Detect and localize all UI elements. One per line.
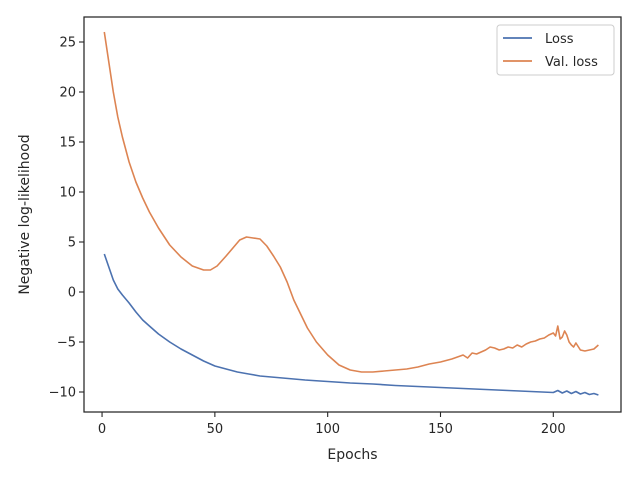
y-tick-label: 25	[59, 36, 76, 51]
y-tick-label: 0	[68, 286, 76, 301]
legend-label-loss: Loss	[545, 32, 574, 47]
y-axis-ticks: −10 −5 0 5 10 15 20 25	[49, 36, 84, 401]
legend-label-val-loss: Val. loss	[545, 55, 598, 70]
y-tick-label: 15	[59, 136, 76, 151]
legend: Loss Val. loss	[496, 24, 615, 76]
x-axis-ticks: 0 50 100 150 200	[98, 412, 566, 437]
y-tick-label: 5	[68, 236, 76, 251]
plot-frame	[83, 16, 622, 413]
plot-lines	[103, 31, 599, 396]
y-tick-label: −10	[49, 386, 76, 401]
x-tick-label: 50	[207, 422, 224, 437]
x-tick-label: 200	[541, 422, 566, 437]
x-tick-label: 100	[315, 422, 340, 437]
x-tick-label: 150	[428, 422, 453, 437]
y-axis-label: Negative log-likelihood	[17, 134, 33, 294]
x-tick-label: 0	[98, 422, 106, 437]
y-tick-label: 10	[59, 186, 76, 201]
y-tick-label: 20	[59, 86, 76, 101]
series-line-val-loss	[103, 31, 599, 373]
x-axis-label: Epochs	[327, 447, 377, 463]
series-line-loss	[103, 253, 599, 396]
y-tick-label: −5	[57, 336, 76, 351]
